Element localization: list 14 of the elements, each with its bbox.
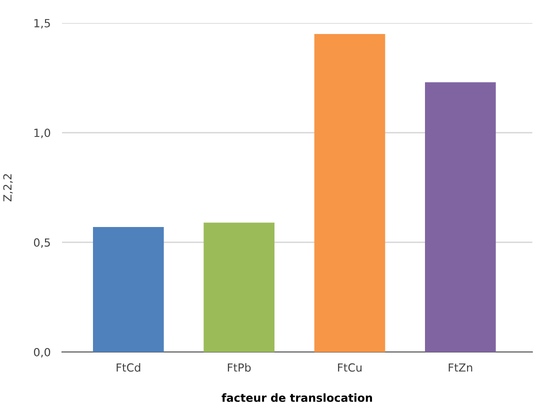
x-tick-label: FtZn bbox=[448, 363, 472, 372]
bar bbox=[92, 226, 164, 352]
bar bbox=[314, 34, 386, 352]
x-tick-label: FtCd bbox=[116, 363, 140, 372]
bar bbox=[424, 82, 496, 352]
x-tick-label: FtPb bbox=[228, 363, 251, 372]
x-tick-label: FtCu bbox=[338, 363, 362, 372]
y-tick-label: 0,0 bbox=[34, 348, 50, 358]
x-axis-title: facteur de translocation bbox=[222, 393, 372, 402]
bar bbox=[204, 222, 274, 352]
y-tick-label: 1,0 bbox=[34, 128, 50, 138]
y-tick-label: 0,5 bbox=[34, 238, 50, 248]
y-tick-label: 1,5 bbox=[34, 19, 50, 29]
y-axis-title: Z,2,2 bbox=[3, 174, 13, 202]
